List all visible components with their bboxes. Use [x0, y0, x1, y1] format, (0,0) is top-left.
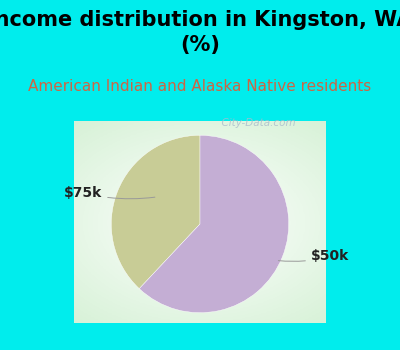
Text: City-Data.com: City-Data.com: [215, 118, 296, 128]
Wedge shape: [139, 135, 289, 313]
Text: Income distribution in Kingston, WA
(%): Income distribution in Kingston, WA (%): [0, 10, 400, 55]
Text: American Indian and Alaska Native residents: American Indian and Alaska Native reside…: [28, 79, 372, 94]
Wedge shape: [111, 135, 200, 289]
Text: $50k: $50k: [278, 249, 349, 263]
Text: $75k: $75k: [64, 186, 155, 200]
